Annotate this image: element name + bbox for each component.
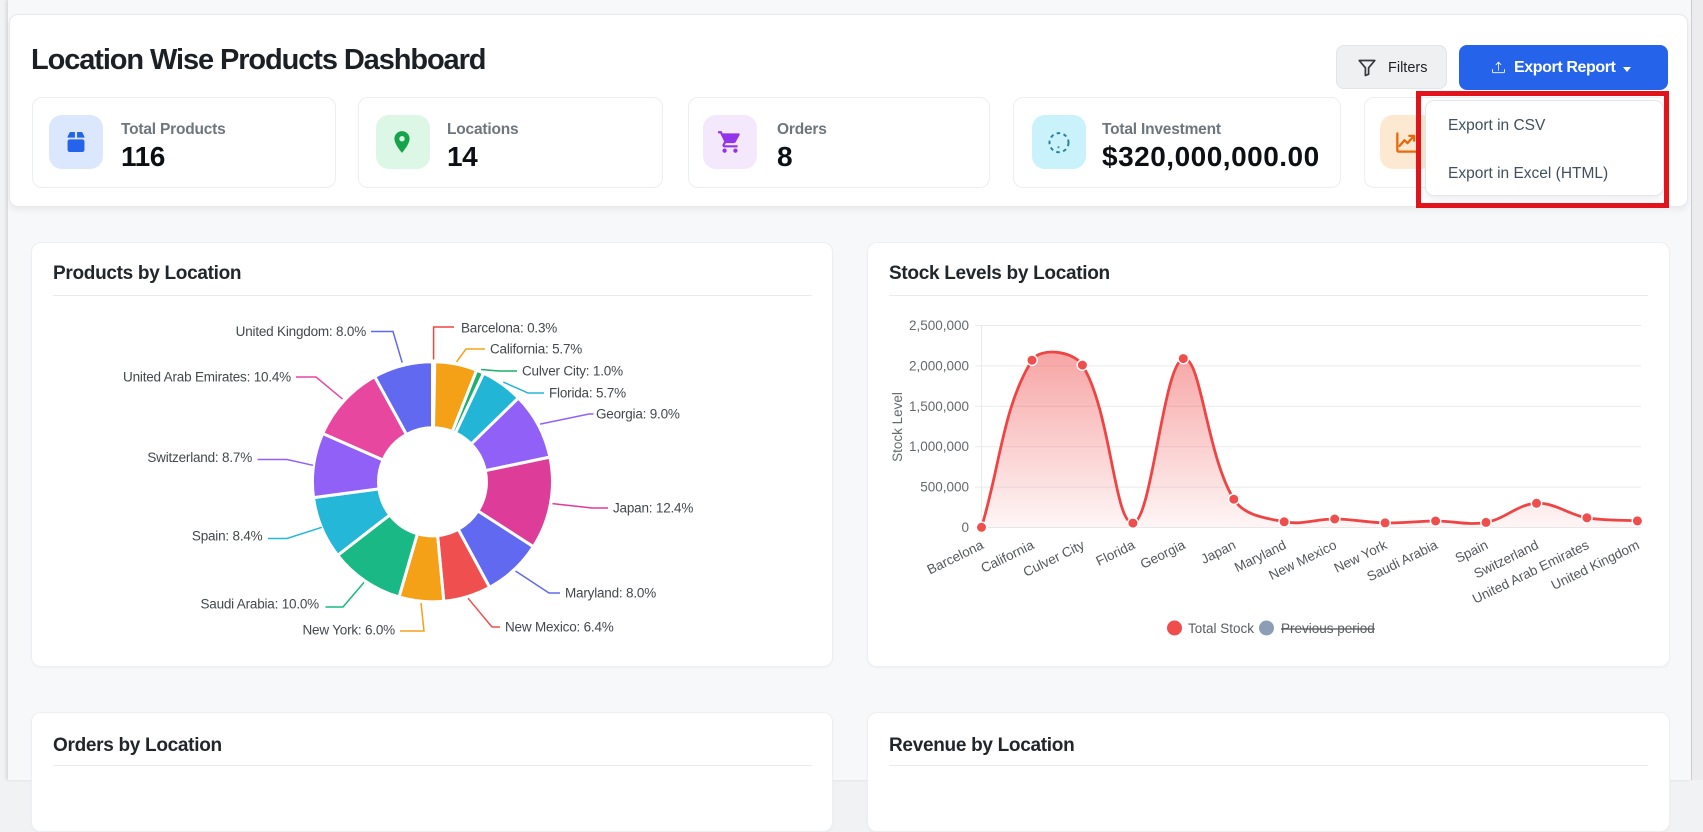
svg-text:Maryland: 8.0%: Maryland: 8.0% (565, 586, 656, 601)
svg-text:Japan: 12.4%: Japan: 12.4% (613, 501, 693, 516)
svg-text:New York: 6.0%: New York: 6.0% (302, 623, 395, 638)
svg-text:Total Stock: Total Stock (1188, 621, 1254, 636)
svg-text:New Mexico: 6.4%: New Mexico: 6.4% (505, 620, 614, 635)
svg-text:Spain: 8.4%: Spain: 8.4% (192, 529, 263, 544)
svg-text:0: 0 (961, 520, 969, 535)
svg-text:Saudi Arabia: 10.0%: Saudi Arabia: 10.0% (200, 597, 319, 612)
svg-text:Georgia: 9.0%: Georgia: 9.0% (596, 407, 680, 422)
svg-text:Florida: 5.7%: Florida: 5.7% (549, 386, 626, 401)
svg-text:United Kingdom: 8.0%: United Kingdom: 8.0% (236, 324, 367, 339)
svg-text:United Kingdom: United Kingdom (1549, 537, 1642, 593)
svg-text:Stock Level: Stock Level (890, 392, 905, 462)
svg-text:1,500,000: 1,500,000 (909, 399, 969, 414)
svg-text:Previous period: Previous period (1281, 621, 1375, 636)
svg-text:2,000,000: 2,000,000 (909, 358, 969, 373)
svg-text:2,500,000: 2,500,000 (909, 318, 969, 333)
svg-text:Barcelona: Barcelona (925, 537, 987, 577)
svg-text:Barcelona: 0.3%: Barcelona: 0.3% (461, 321, 557, 336)
svg-text:United Arab Emirates: 10.4%: United Arab Emirates: 10.4% (123, 370, 291, 385)
svg-text:500,000: 500,000 (920, 480, 969, 495)
svg-text:Switzerland: 8.7%: Switzerland: 8.7% (147, 450, 252, 465)
svg-text:Culver City: 1.0%: Culver City: 1.0% (522, 364, 623, 379)
svg-text:Florida: Florida (1094, 537, 1138, 569)
svg-text:1,000,000: 1,000,000 (909, 439, 969, 454)
svg-text:Georgia: Georgia (1138, 537, 1188, 572)
svg-text:California: 5.7%: California: 5.7% (490, 342, 582, 357)
